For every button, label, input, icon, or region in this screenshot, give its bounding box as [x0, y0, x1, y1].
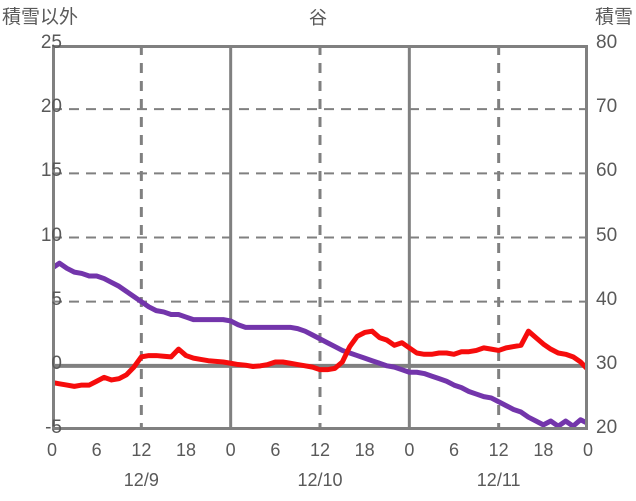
x-axis-tick-label: 0: [582, 440, 593, 460]
x-axis-tick-label: 0: [404, 440, 415, 460]
plot-area: [52, 45, 588, 430]
right-axis-tick-label: 60: [596, 160, 618, 182]
left-axis-title: 積雪以外: [2, 7, 79, 28]
right-axis-tick-label: 70: [596, 96, 618, 118]
right-axis-tick-label: 40: [596, 288, 618, 310]
x-axis-tick-label: 18: [354, 440, 375, 460]
x-axis-tick-label: 6: [91, 440, 102, 460]
series-line-snow-depth: [52, 260, 588, 429]
x-axis-tick-label: 12: [488, 440, 509, 460]
left-axis-tick-label: 10: [40, 224, 62, 246]
chart-title: 谷: [309, 8, 327, 28]
left-axis-tick-label: 20: [40, 96, 62, 118]
x-axis-tick-label: 6: [448, 440, 459, 460]
series-line-temperature: [52, 328, 588, 389]
x-axis-tick-label: 12: [309, 440, 331, 460]
x-axis-tick-label: 18: [175, 440, 197, 460]
x-axis-day-label: 12/10: [297, 470, 343, 490]
series-lines: [52, 260, 588, 429]
left-axis-tick-label: -5: [45, 417, 62, 438]
x-axis-tick-label: 18: [533, 440, 554, 460]
x-axis-day-label: 12/9: [123, 470, 159, 490]
x-axis-tick-label: 0: [46, 440, 57, 460]
x-axis-day-label: 12/11: [476, 470, 521, 490]
x-axis-tick-label: 12: [131, 440, 152, 460]
plot-svg: [52, 45, 588, 430]
left-axis-tick-label: 5: [51, 288, 62, 310]
x-axis-tick-label: 6: [270, 440, 281, 460]
right-axis-tick-label: 20: [596, 417, 618, 438]
right-axis-tick-label: 50: [596, 224, 618, 246]
right-axis-tick-label: 30: [596, 352, 618, 374]
left-axis-tick-label: 25: [40, 32, 62, 53]
left-axis-tick-label: 15: [40, 160, 62, 182]
right-axis-tick-label: 80: [596, 32, 618, 53]
right-axis-title: 積雪: [594, 7, 633, 28]
x-axis-tick-label: 0: [225, 440, 236, 460]
left-axis-tick-label: 0: [51, 352, 62, 374]
